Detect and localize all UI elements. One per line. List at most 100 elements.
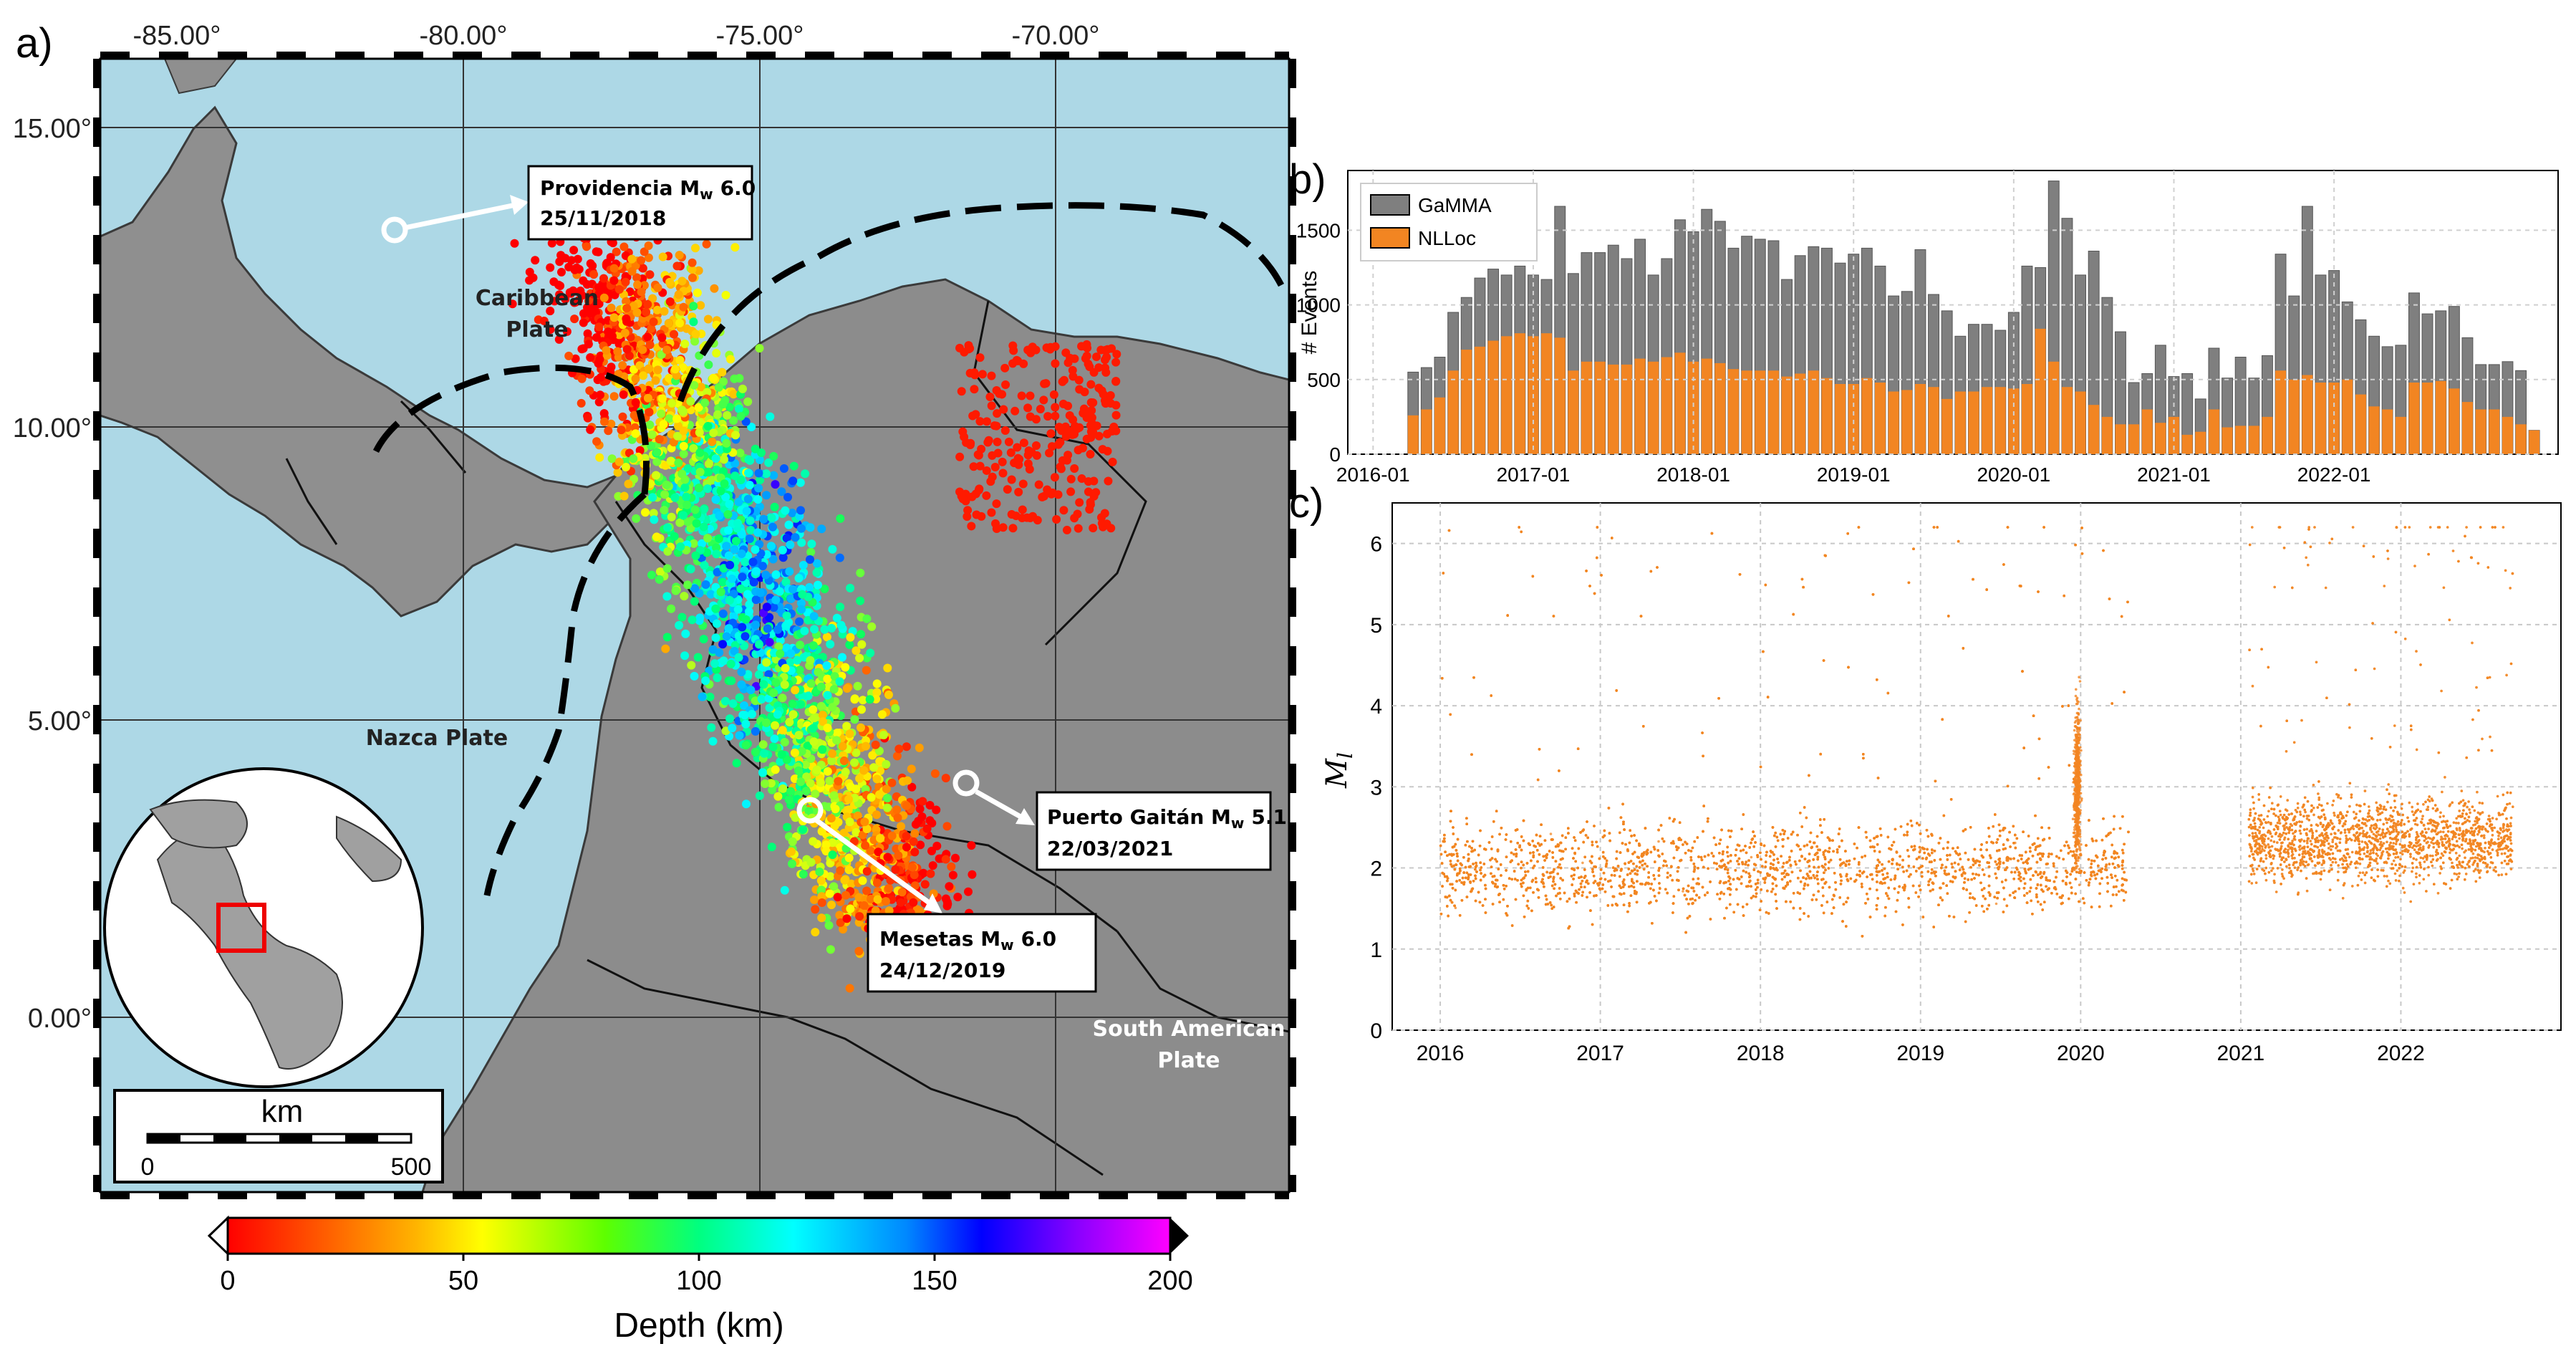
scalebar-max: 500 xyxy=(391,1153,432,1181)
scatter-ytick: 1 xyxy=(1370,938,1382,962)
bar-nlloc xyxy=(1808,370,1819,454)
bar-nlloc xyxy=(1407,415,1419,454)
annotation-mesetas: Mesetas Mw 6.0 24/12/2019 xyxy=(867,913,1097,993)
providencia-date: 25/11/2018 xyxy=(540,206,666,230)
bar-nlloc xyxy=(1568,370,1579,454)
mesetas-mag: 6.0 xyxy=(1021,927,1057,951)
providencia-title: Providencia M xyxy=(540,176,700,200)
bar-nlloc xyxy=(1728,369,1739,454)
bar-nlloc xyxy=(1888,391,1899,454)
mesetas-marker xyxy=(796,797,824,824)
scatter-ylabel-main: M xyxy=(1321,758,1354,789)
bar-nlloc xyxy=(2342,379,2353,454)
providencia-mag: 6.0 xyxy=(720,176,756,200)
bar-nlloc xyxy=(1928,387,1939,454)
bar-nlloc xyxy=(1648,361,1659,454)
bar-nlloc xyxy=(1714,362,1726,454)
scatter-ytick: 6 xyxy=(1370,533,1382,557)
bar-marks xyxy=(1407,181,2540,455)
lat-tick-label: 0.00° xyxy=(28,1004,92,1034)
scatter-chart-frame xyxy=(1391,502,2562,1031)
lon-tick-label: -85.00° xyxy=(133,21,221,51)
bar-nlloc xyxy=(2128,424,2139,454)
bar-nlloc xyxy=(2489,409,2500,454)
bar-ytick: 500 xyxy=(1307,369,1341,391)
panel-a-label: a) xyxy=(16,20,53,67)
bar-nlloc xyxy=(1434,397,1445,454)
scatter-xtick: 2018 xyxy=(1737,1042,1785,1065)
colorbar-label: Depth (km) xyxy=(614,1307,783,1345)
bar-nlloc xyxy=(2275,370,2286,454)
bar-legend: GaMMA NLLoc xyxy=(1360,183,1538,261)
map-tick-labels: -85.00° -80.00° -75.00° -70.00° 15.00° 1… xyxy=(13,21,1100,1034)
bar-xtick: 2021-01 xyxy=(2137,464,2211,486)
gaitan-marker xyxy=(952,769,980,797)
bar-nlloc xyxy=(2262,416,2273,454)
bar-nlloc xyxy=(2315,383,2326,454)
bar-nlloc xyxy=(1915,384,1926,454)
bar-nlloc xyxy=(1861,378,1873,454)
bar-nlloc xyxy=(1821,378,1833,454)
bar-nlloc xyxy=(1701,358,1712,454)
event-markers xyxy=(381,202,1022,906)
colorbar-tick: 200 xyxy=(1147,1266,1192,1296)
caribbean-plate-label: Caribbean xyxy=(476,286,599,311)
svg-text:Puerto Gaitán Mw5.1: Puerto Gaitán Mw 5.1 xyxy=(1047,805,1287,832)
bar-nlloc xyxy=(1554,337,1566,454)
scatter-ytick: 3 xyxy=(1370,776,1382,799)
mesetas-date: 24/12/2019 xyxy=(879,959,1005,982)
providencia-sub: w xyxy=(700,186,713,203)
arrowheads xyxy=(510,195,1035,913)
scalebar-unit: km xyxy=(261,1094,304,1129)
bar-nlloc xyxy=(2088,405,2100,454)
lat-tick-label: 10.00° xyxy=(13,413,92,443)
annotation-gaitan: Puerto Gaitán Mw 5.1 22/03/2021 xyxy=(1036,791,1287,871)
bar-nlloc xyxy=(2502,416,2513,454)
bar-nlloc xyxy=(1781,376,1793,454)
map-border-ticks xyxy=(93,52,1296,1199)
bar-nlloc xyxy=(1674,352,1686,454)
globe-study-area-box xyxy=(216,903,266,953)
scatter-xtick: 2020 xyxy=(2057,1042,2105,1065)
bar-ylabel: # Events xyxy=(1298,271,1321,355)
colorbar-max-triangle xyxy=(1170,1218,1189,1254)
scatter-ytick: 0 xyxy=(1370,1019,1382,1043)
bar-nlloc xyxy=(2462,402,2473,454)
scatter-axes: 0 1 2 3 4 5 6 2016 2017 2018 2019 2020 2021 2022 xyxy=(1370,503,2561,1065)
scatter-xtick: 2016 xyxy=(1417,1042,1465,1065)
cuba-land xyxy=(163,59,238,95)
colorbar-min-triangle xyxy=(207,1215,229,1257)
colorbar-tick: 0 xyxy=(220,1266,235,1296)
scatter-ytick: 5 xyxy=(1370,614,1382,638)
bar-chart-axes: 0 500 1000 1500 2016-01 2017-01 2018-01 2019-01… xyxy=(1296,171,2558,486)
bar-nlloc xyxy=(1514,333,1525,454)
legend-nlloc: NLLoc xyxy=(1418,227,1476,249)
svg-text:Mesetas Mw6.0: Mesetas Mw 6.0 xyxy=(879,927,1056,954)
plate-boundaries xyxy=(372,202,1285,896)
bar-chart: 0 500 1000 1500 2016-01 2017-01 2018-01 2019-01… xyxy=(1296,170,2559,486)
scatter-ytick: 2 xyxy=(1370,858,1382,881)
bar-nlloc xyxy=(2422,383,2433,454)
bar-nlloc xyxy=(2529,430,2540,454)
bar-nlloc xyxy=(2115,424,2126,454)
bar-nlloc xyxy=(2382,409,2393,454)
bar-nlloc xyxy=(2368,406,2380,454)
bar-xtick: 2017-01 xyxy=(1497,464,1571,486)
bar-nlloc xyxy=(2435,380,2446,454)
scatter-chart: 0 1 2 3 4 5 6 2016 2017 2018 2019 2020 2021 2022 Ml xyxy=(1321,502,2562,1065)
bar-nlloc xyxy=(1795,373,1806,454)
bar-nlloc xyxy=(1901,390,1913,454)
bar-nlloc xyxy=(2022,384,2032,454)
bar-nlloc xyxy=(2169,416,2179,454)
bar-nlloc xyxy=(1941,398,1953,454)
bar-nlloc xyxy=(1688,361,1699,454)
bar-nlloc xyxy=(2062,387,2073,454)
colorbar-tick: 150 xyxy=(912,1266,957,1296)
svg-text:Providencia Mw6.0: Providencia Mw 6.0 xyxy=(540,176,756,203)
gaitan-title: Puerto Gaitán M xyxy=(1047,805,1231,829)
bar-nlloc xyxy=(1621,364,1632,454)
bar-nlloc xyxy=(2408,383,2420,454)
bar-xtick: 2019-01 xyxy=(1817,464,1891,486)
scalebar-min: 0 xyxy=(141,1153,155,1181)
